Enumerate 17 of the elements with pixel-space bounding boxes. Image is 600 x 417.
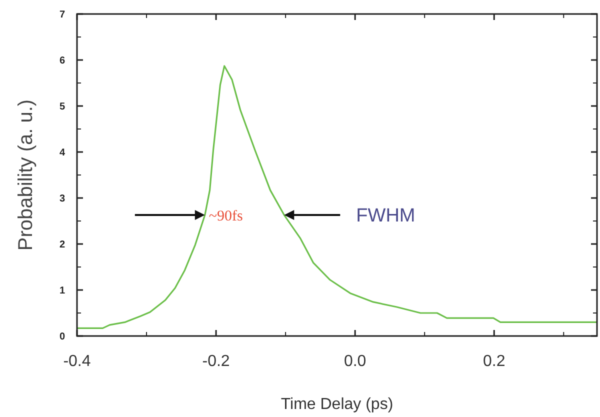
- annotation: FWHM: [356, 206, 416, 227]
- y-tick-label: 4: [59, 148, 66, 158]
- y-tick-label: 1: [59, 286, 66, 296]
- annotation: ~90fs: [208, 208, 244, 224]
- x-tick-label: -0.4: [63, 353, 91, 370]
- y-tick-label: 3: [59, 194, 66, 204]
- y-tick-label: 2: [59, 240, 66, 250]
- y-tick-label: 6: [59, 56, 66, 66]
- x-tick-label: 0.2: [482, 353, 506, 370]
- y-axis-title: Probability (a. u.): [15, 99, 37, 251]
- x-tick-label: -0.2: [202, 353, 230, 370]
- y-tick-label: 7: [59, 10, 66, 20]
- x-axis-title: Time Delay (ps): [280, 396, 394, 413]
- line-series: [76, 65, 598, 329]
- y-tick-label: 5: [59, 102, 66, 112]
- y-tick-label: 0: [59, 332, 66, 342]
- x-tick-label: 0.0: [344, 353, 366, 370]
